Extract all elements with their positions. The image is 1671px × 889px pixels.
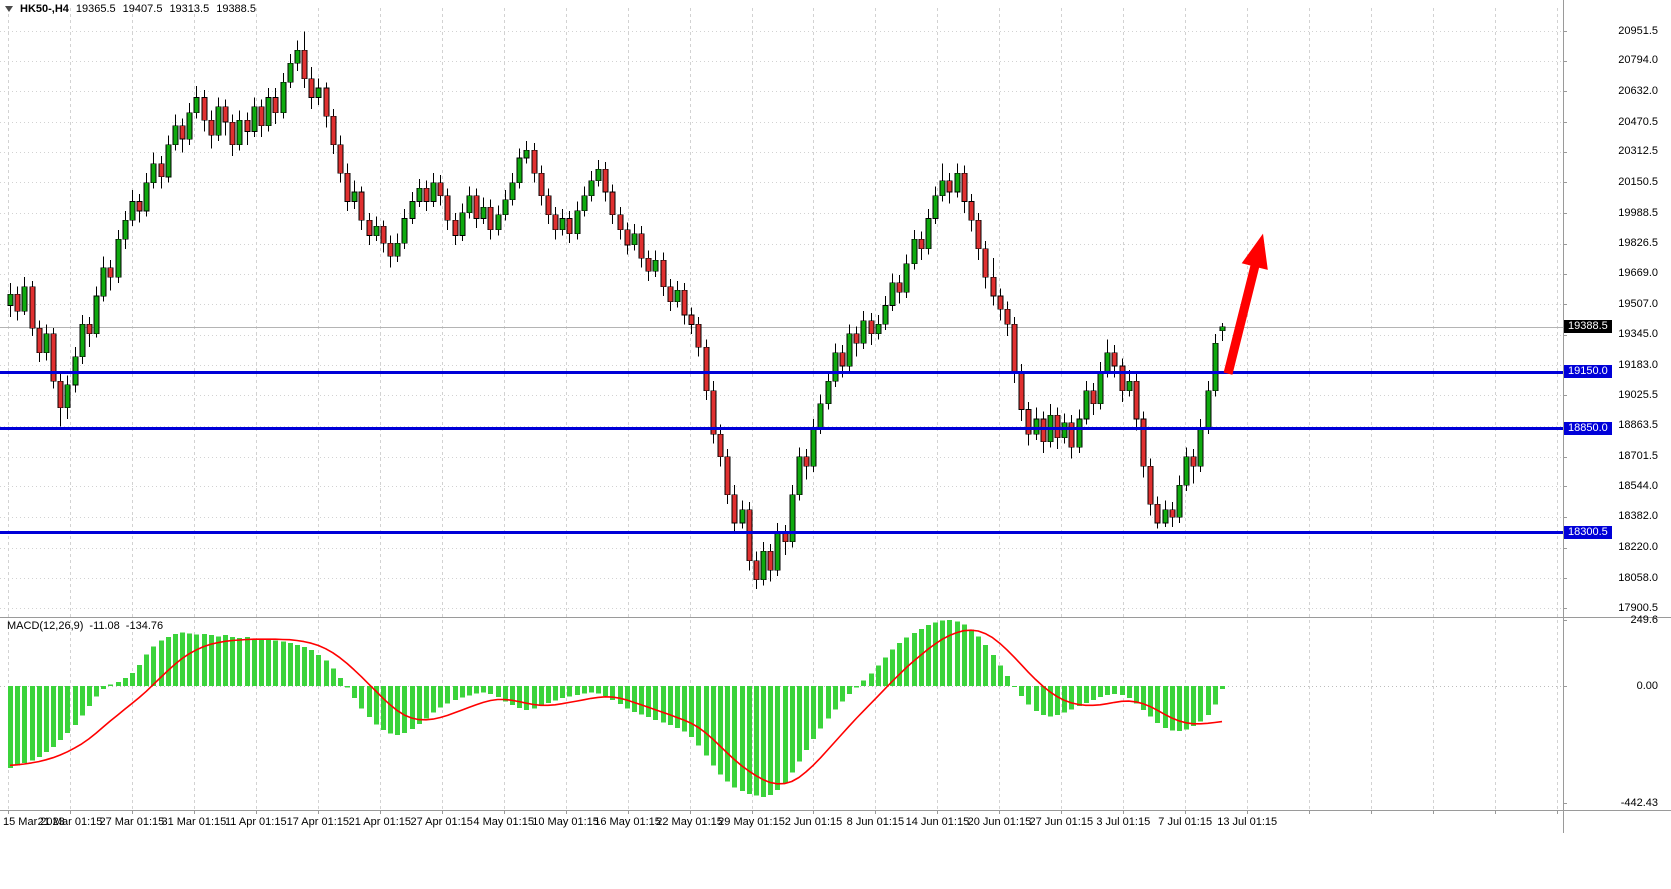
panel-frame	[0, 0, 1671, 833]
price-tick-label: 20470.5	[1618, 115, 1658, 128]
time-axis-label: 20 Jun 01:15	[967, 816, 1032, 828]
ohlc-close: 19388.5	[216, 3, 256, 15]
macd-tick-label: 0.00	[1636, 679, 1658, 692]
current-price-tag: 19388.5	[1564, 320, 1612, 334]
time-axis-label: 15 Mar 2023	[3, 816, 65, 828]
price-tick-label: 18058.0	[1618, 571, 1658, 584]
time-axis-label: 10 May 01:15	[532, 816, 599, 828]
price-tick-label: 18544.0	[1618, 479, 1658, 492]
time-axis-label: 21 Mar 01:15	[37, 816, 103, 828]
time-axis-label: 14 Jun 01:15	[905, 816, 970, 828]
time-axis-label: 17 Apr 01:15	[286, 816, 349, 828]
level-price-tag[interactable]: 18850.0	[1564, 421, 1612, 435]
time-axis-label: 2 Jun 01:15	[784, 816, 843, 828]
price-tick-label: 19025.5	[1618, 388, 1658, 401]
time-axis-label: 8 Jun 01:15	[846, 816, 905, 828]
price-tick-label: 20951.5	[1618, 24, 1658, 37]
time-axis-label: 4 May 01:15	[473, 816, 534, 828]
price-tick-label: 20150.5	[1618, 176, 1658, 188]
symbol-timeframe-label: HK50-,H4	[20, 3, 69, 15]
time-axis-label: 29 May 01:15	[718, 816, 785, 828]
ohlc-low: 19313.5	[169, 3, 210, 15]
macd-signal-value: -134.76	[125, 620, 164, 632]
time-axis-label: 13 Jul 01:15	[1217, 816, 1278, 828]
price-tick-label: 20632.0	[1618, 84, 1658, 97]
macd-tick-label: -442.43	[1620, 796, 1658, 809]
macd-name: MACD(12,26,9)	[7, 620, 84, 632]
ohlc-open: 19365.5	[75, 3, 116, 15]
price-tick-label: 19988.5	[1618, 206, 1658, 219]
price-tick-label: 19669.0	[1618, 267, 1658, 279]
price-tick-label: 18382.0	[1618, 510, 1658, 523]
trend-arrow[interactable]	[1223, 233, 1268, 375]
price-tick-label: 20312.5	[1618, 145, 1658, 158]
time-axis-label: 16 May 01:15	[594, 816, 661, 828]
price-tick-label: 18220.0	[1618, 541, 1658, 554]
macd-indicator-label: MACD(12,26,9) -11.08 -134.76	[7, 620, 163, 632]
candles	[7, 31, 1226, 590]
time-axis-label: 7 Jul 01:15	[1158, 816, 1213, 828]
price-tick-label: 19507.0	[1618, 297, 1658, 310]
support-resistance-lines[interactable]	[0, 371, 1563, 534]
level-price-tag[interactable]: 18300.5	[1564, 525, 1612, 539]
price-tick-label: 19183.0	[1618, 359, 1658, 371]
macd-main-value: -11.08	[89, 620, 120, 632]
time-axis-label: 3 Jul 01:15	[1096, 816, 1151, 828]
time-axis-label: 11 Apr 01:15	[225, 816, 287, 828]
price-tick-label: 20794.0	[1618, 54, 1658, 67]
macd-signal-line	[9, 629, 1223, 785]
price-tick-label: 19826.5	[1618, 237, 1658, 250]
chart-header: HK50-,H4 19365.5 19407.5 19313.5 19388.5	[5, 3, 256, 15]
price-tick-label: 18863.5	[1618, 419, 1658, 432]
symbol-marker-icon	[5, 6, 13, 12]
macd-tick-label: 249.6	[1630, 613, 1658, 626]
time-axis-label: 27 Jun 01:15	[1029, 816, 1094, 828]
time-axis-label: 22 May 01:15	[656, 816, 723, 828]
price-tick-label: 17900.5	[1618, 601, 1658, 614]
price-tick-label: 19345.0	[1618, 328, 1658, 341]
macd-panel	[8, 619, 1225, 798]
level-price-tag[interactable]: 19150.0	[1564, 365, 1612, 379]
time-axis-label: 27 Apr 01:15	[410, 816, 473, 828]
time-axis-label: 27 Mar 01:15	[99, 816, 165, 828]
price-tick-label: 18701.5	[1618, 450, 1658, 462]
ohlc-high: 19407.5	[122, 3, 163, 15]
time-axis-label: 31 Mar 01:15	[161, 816, 227, 828]
time-axis-label: 21 Apr 01:15	[348, 816, 411, 828]
